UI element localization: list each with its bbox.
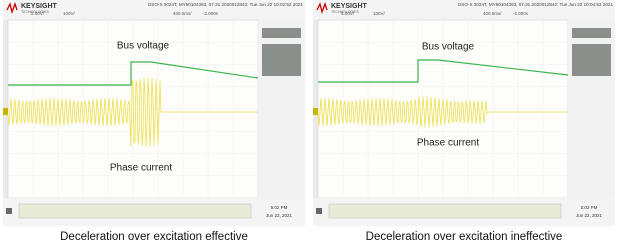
delay: -2.000s [203, 11, 219, 16]
channel-box [19, 204, 251, 218]
channel-box [329, 204, 561, 218]
ch1-scale: 5.00V/ [31, 11, 45, 16]
clock-date: Jun 22, 2021 [266, 213, 293, 218]
menu-button [262, 44, 301, 66]
clock-date: Jun 22, 2021 [576, 213, 603, 218]
brand: KEYSIGHT [21, 3, 58, 10]
ch2-scale: 100V/ [373, 11, 386, 16]
brand: KEYSIGHT [331, 3, 368, 10]
caption: Deceleration over excitation effective [60, 231, 248, 243]
voltage-label: Bus voltage [117, 41, 170, 52]
menu-button [572, 28, 611, 38]
menu-button [262, 28, 301, 38]
menu-button [572, 44, 611, 66]
caption: Deceleration over excitation ineffective [366, 231, 563, 243]
timebase: 400.0ms/ [483, 11, 502, 16]
menu-button [262, 66, 301, 76]
menu-button [572, 66, 611, 76]
menu-key [6, 208, 12, 214]
current-label: Phase current [417, 138, 479, 149]
header-info: DSO-X 3024T, MY50104363, 07.31.202001284… [458, 2, 613, 7]
current-label: Phase current [110, 163, 172, 174]
ch1-scale: 5.00V/ [341, 11, 355, 16]
figure: KEYSIGHTTECHNOLOGIESDSO-X 3024T, MY50104… [0, 0, 622, 247]
ground-marker [313, 108, 318, 115]
menu-key [316, 208, 322, 214]
timebase: 400.0ms/ [173, 11, 192, 16]
header-info: DSO-X 3024T, MY50104363, 07.31.202001284… [148, 2, 303, 7]
ground-marker [3, 108, 8, 115]
ch2-scale: 100V/ [63, 11, 76, 16]
clock-time: 5:03 PM [581, 205, 598, 210]
clock-time: 5:02 PM [271, 205, 288, 210]
delay: -2.000s [513, 11, 529, 16]
voltage-label: Bus voltage [422, 42, 475, 53]
